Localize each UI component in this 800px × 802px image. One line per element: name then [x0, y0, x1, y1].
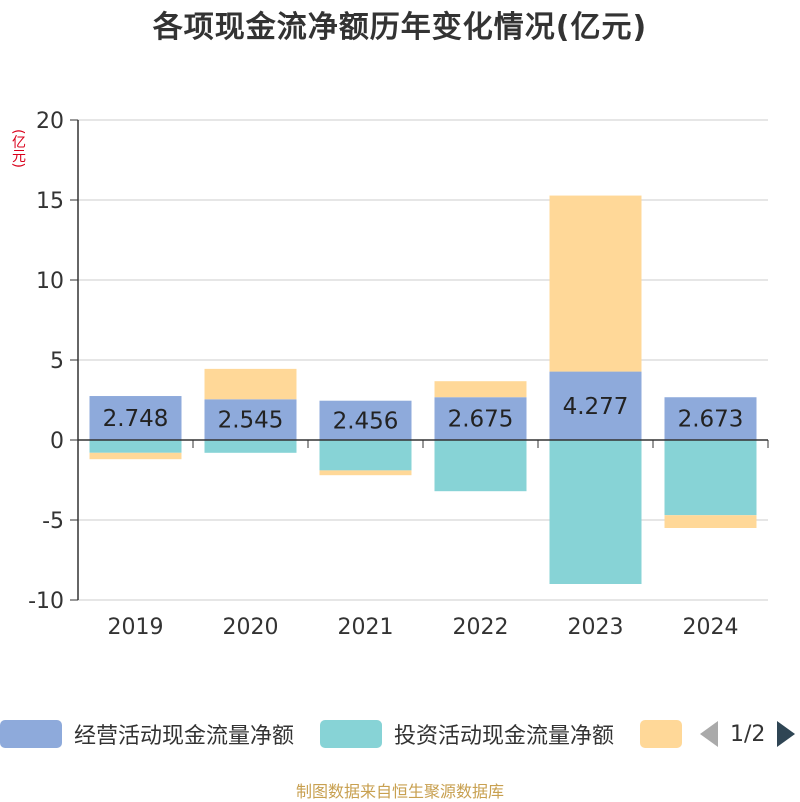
bar-operating-2019[interactable] [89, 396, 182, 440]
x-tick-label: 2021 [338, 615, 394, 640]
x-tick-label: 2022 [453, 615, 509, 640]
y-tick-label: 0 [50, 429, 64, 454]
legend-swatch-operating [0, 720, 62, 748]
bar-investing-2022[interactable] [434, 440, 527, 492]
x-tick-label: 2023 [568, 615, 624, 640]
y-tick-label: 15 [36, 189, 64, 214]
legend-item-financing[interactable] [640, 716, 682, 752]
y-tick-label: 5 [50, 349, 64, 374]
bar-investing-2023[interactable] [549, 440, 642, 584]
chart-plot: 20 15 10 5 0 -5 -10 2.748 2019 2.545 2020 2.456 2021… [28, 109, 769, 640]
bar-financing-2020[interactable] [204, 368, 297, 400]
bar-operating-2021[interactable] [319, 400, 412, 440]
legend-page-indicator: 1/2 [730, 721, 766, 747]
bar-data-label: 2.673 [678, 407, 744, 433]
bar-operating-2023[interactable] [549, 371, 642, 440]
bar-financing-2019[interactable] [89, 452, 182, 460]
bar-data-label: 2.748 [103, 406, 169, 432]
chart-title: 各项现金流净额历年变化情况(亿元) [152, 10, 648, 45]
bar-data-label: 2.456 [333, 408, 399, 434]
y-tick-label: 20 [36, 109, 64, 134]
bar-investing-2024[interactable] [664, 440, 757, 516]
legend-label-investing: 投资活动现金流量净额 [394, 724, 615, 749]
y-axis-unit: (亿元) [10, 128, 26, 168]
bar-investing-2020[interactable] [204, 440, 297, 453]
triangle-left-icon[interactable] [700, 721, 718, 747]
legend-pager: 1/2 [700, 716, 796, 752]
x-tick-label: 2024 [683, 615, 739, 640]
bar-operating-2020[interactable] [204, 399, 297, 440]
x-tick-label: 2019 [108, 615, 164, 640]
triangle-right-icon[interactable] [777, 721, 796, 747]
bar-operating-2022[interactable] [434, 397, 527, 440]
bar-investing-2019[interactable] [89, 440, 182, 453]
bar-financing-2024[interactable] [664, 515, 757, 528]
y-tick-label: -10 [28, 589, 64, 614]
legend-label-operating: 经营活动现金流量净额 [74, 724, 295, 749]
legend-item-operating[interactable]: 经营活动现金流量净额 [0, 716, 294, 752]
y-tick-label: -5 [42, 509, 64, 534]
bar-financing-2023[interactable] [549, 195, 642, 372]
bar-data-label: 2.675 [448, 407, 514, 433]
x-tick-label: 2020 [223, 615, 279, 640]
y-tick-label: 10 [36, 269, 64, 294]
legend-swatch-financing [640, 720, 682, 748]
bar-investing-2021[interactable] [319, 440, 412, 471]
legend-swatch-investing [320, 720, 382, 748]
bar-financing-2021[interactable] [319, 470, 412, 476]
bar-data-label: 4.277 [563, 394, 629, 420]
bar-financing-2022[interactable] [434, 381, 527, 398]
bar-operating-2024[interactable] [664, 397, 757, 440]
source-note: 制图数据来自恒生聚源数据库 [295, 782, 504, 801]
legend: 经营活动现金流量净额 投资活动现金流量净额 [0, 716, 800, 756]
legend-item-investing[interactable]: 投资活动现金流量净额 [320, 716, 614, 752]
bar-data-label: 2.545 [218, 408, 284, 434]
